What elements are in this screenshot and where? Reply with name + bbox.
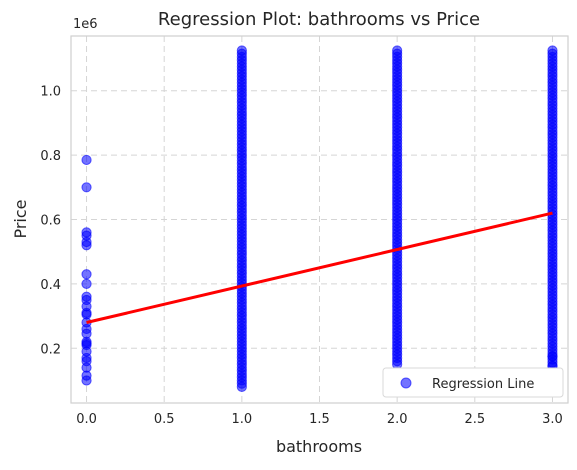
legend-label: Regression Line [432,377,534,392]
scatter-point [81,278,92,289]
y-axis-ticks: 0.2 0.4 0.6 0.8 1.0 [40,85,61,358]
x-tick-label: 2.5 [464,412,485,427]
x-axis-label: bathrooms [276,437,362,456]
grid-lines [71,36,568,403]
regression-line [86,211,553,324]
y-tick-label: 0.4 [40,278,61,293]
scatter-point [236,45,247,56]
y-tick-label: 0.2 [40,342,61,357]
legend-box [382,367,564,398]
regression-line-group [86,211,553,324]
scatter-point [81,182,92,193]
x-tick-label: 0.5 [154,412,175,427]
scatter-point [81,269,92,280]
scatter-point [81,227,92,238]
scatter-point [81,291,92,302]
x-tick-label: 0.0 [76,412,97,427]
y-offset-label: 1e6 [73,17,98,32]
chart-title: Regression Plot: bathrooms vs Price [158,9,480,30]
x-tick-label: 1.5 [309,412,330,427]
y-tick-label: 0.6 [40,214,61,229]
legend: Regression Line [382,367,564,398]
x-tick-label: 1.0 [232,412,253,427]
plot-frame [70,35,569,404]
scatter-point [392,45,403,56]
x-axis-ticks: 0.0 0.5 1.0 1.5 2.0 2.5 3.0 [76,412,563,427]
x-tick-label: 3.0 [542,412,563,427]
y-tick-label: 1.0 [40,85,61,100]
y-tick-label: 0.8 [40,149,61,164]
y-axis-label: Price [11,199,30,238]
legend-marker [400,377,412,389]
scatter-point [81,154,92,166]
scatter-point [547,351,558,362]
x-tick-label: 2.0 [387,412,408,427]
scatter-point [547,45,558,56]
